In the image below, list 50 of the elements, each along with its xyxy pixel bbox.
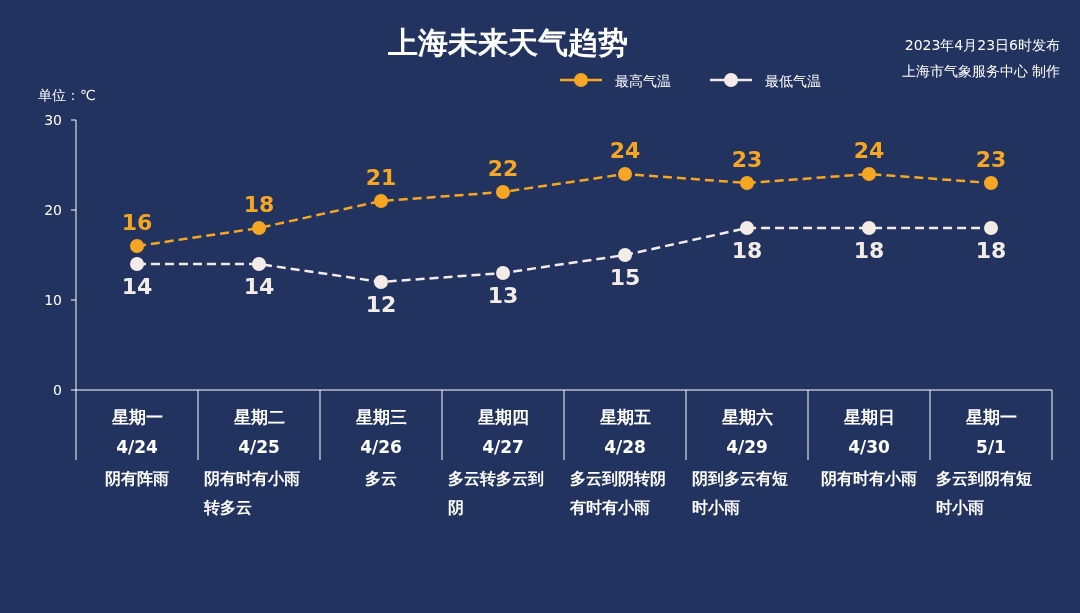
point xyxy=(130,257,144,271)
data-label: 24 xyxy=(853,138,885,163)
data-label: 21 xyxy=(365,165,397,190)
data-label: 12 xyxy=(365,292,397,317)
x-tick-label: 星期五 4/28 多云到阴转阴有时有小雨 xyxy=(569,407,666,517)
point xyxy=(496,266,510,280)
y-axis-title: 单位：℃ xyxy=(38,87,96,103)
data-label: 18 xyxy=(853,238,885,263)
point xyxy=(496,185,510,199)
x-tick-label: 星期六 4/29 阴到多云有短时小雨 xyxy=(692,407,788,517)
data-label: 18 xyxy=(731,238,763,263)
y-tick-label: 10 xyxy=(44,292,62,308)
point xyxy=(618,248,632,262)
point xyxy=(374,275,388,289)
data-label: 16 xyxy=(121,210,153,235)
text: 上海市气象服务中心 制作 xyxy=(901,63,1060,79)
data-label: 23 xyxy=(731,147,763,172)
x-tick-label: 星期四 4/27 多云转多云到阴 xyxy=(448,407,544,517)
point xyxy=(618,167,632,181)
point xyxy=(862,221,876,235)
point xyxy=(252,257,266,271)
legend-label: 最高气温 xyxy=(615,73,671,89)
data-label: 13 xyxy=(487,283,519,308)
text: 2023年4月23日6时发布 xyxy=(904,37,1060,53)
x-tick-label: 星期一 5/1 多云到阴有短时小雨 xyxy=(936,407,1032,517)
x-tick-label: 星期三 4/26 多云 xyxy=(354,407,407,488)
data-label: 14 xyxy=(243,274,275,299)
point xyxy=(984,221,998,235)
point xyxy=(740,221,754,235)
data-label: 14 xyxy=(121,274,153,299)
y-tick-label: 20 xyxy=(44,202,62,218)
data-label: 18 xyxy=(975,238,1007,263)
data-label: 22 xyxy=(487,156,519,181)
chart-title: 上海未来天气趋势 xyxy=(387,25,628,60)
point xyxy=(252,221,266,235)
y-tick-label: 30 xyxy=(44,112,62,128)
x-tick-label: 星期日 4/30 阴有时有小雨 xyxy=(821,407,917,488)
point xyxy=(374,194,388,208)
x-tick-label: 星期二 4/25 阴有时有小雨转多云 xyxy=(203,407,300,517)
point xyxy=(740,176,754,190)
legend-label: 最低气温 xyxy=(765,73,821,89)
data-label: 15 xyxy=(609,265,641,290)
data-label: 24 xyxy=(609,138,641,163)
point xyxy=(130,239,144,253)
y-tick-label: 0 xyxy=(53,382,62,398)
data-label: 18 xyxy=(243,192,275,217)
x-tick-label: 星期一 4/24 阴有阵雨 xyxy=(105,407,169,488)
data-label: 23 xyxy=(975,147,1007,172)
point xyxy=(984,176,998,190)
point xyxy=(862,167,876,181)
